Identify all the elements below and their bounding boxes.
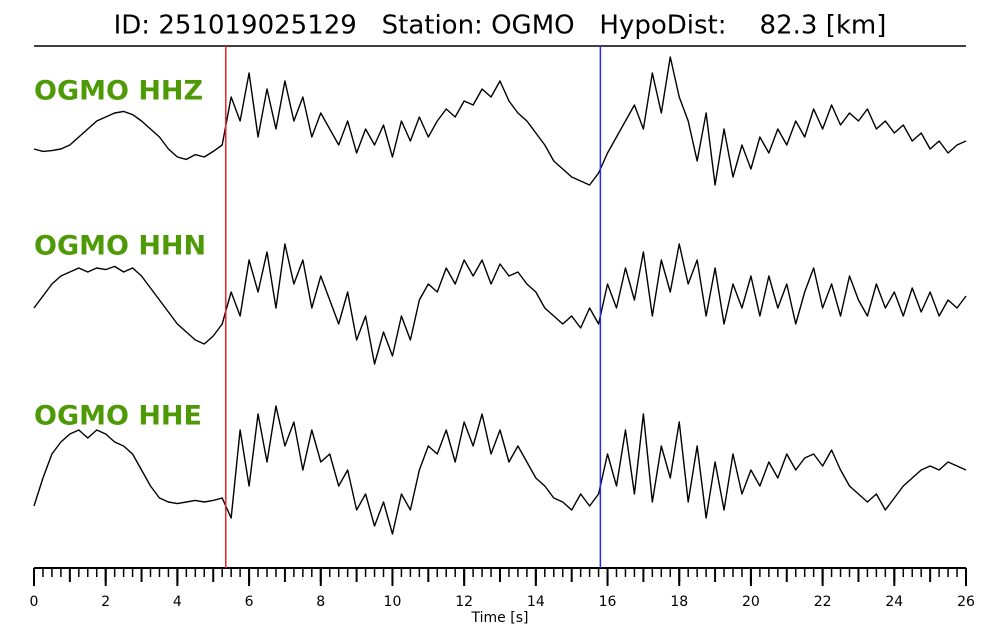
- x-tick-label: 2: [101, 594, 110, 610]
- waveform: [33, 405, 967, 535]
- x-tick-label: 18: [670, 594, 688, 610]
- x-tick-label: 26: [957, 594, 975, 610]
- waveform: [33, 243, 967, 365]
- x-tick-label: 22: [814, 594, 832, 610]
- x-tick-label: 14: [527, 594, 545, 610]
- x-tick-label: 12: [455, 594, 473, 610]
- x-tick-label: 4: [173, 594, 182, 610]
- x-tick-label: 10: [384, 594, 402, 610]
- trace-label: OGMO HHN: [34, 231, 206, 262]
- trace-label: OGMO HHZ: [34, 76, 203, 107]
- x-tick-label: 24: [885, 594, 903, 610]
- chart-title: ID: 251019025129 Station: OGMO HypoDist:…: [114, 11, 887, 41]
- x-tick-label: 8: [316, 594, 325, 610]
- waveform: [33, 56, 967, 186]
- x-tick-label: 20: [742, 594, 760, 610]
- trace-label: OGMO HHE: [34, 401, 202, 432]
- x-axis-label: Time [s]: [471, 610, 529, 626]
- x-tick-label: 16: [599, 594, 617, 610]
- x-tick-label: 0: [30, 594, 39, 610]
- x-tick-label: 6: [245, 594, 254, 610]
